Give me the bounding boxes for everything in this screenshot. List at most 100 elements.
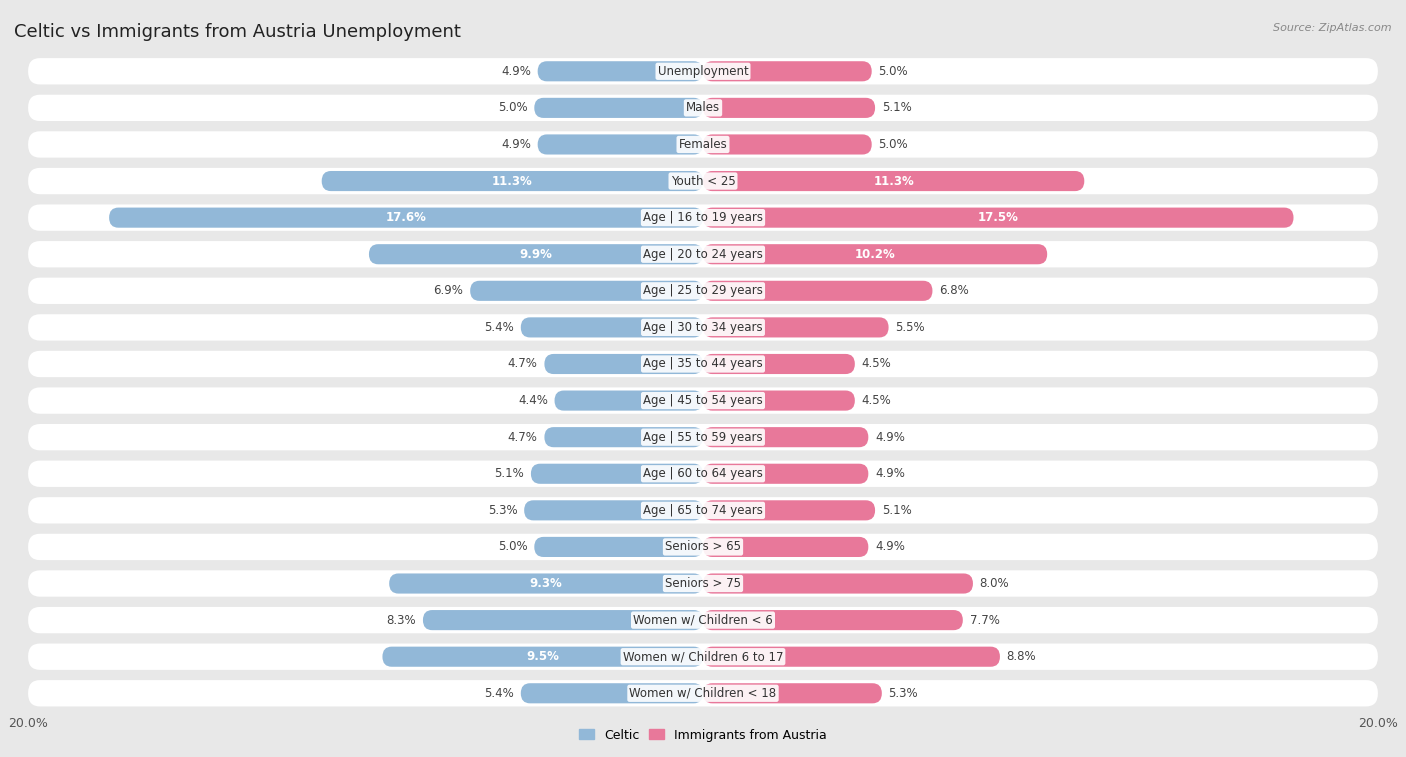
Text: 5.1%: 5.1% <box>882 101 911 114</box>
Text: 5.1%: 5.1% <box>882 504 911 517</box>
Text: Unemployment: Unemployment <box>658 65 748 78</box>
FancyBboxPatch shape <box>110 207 703 228</box>
FancyBboxPatch shape <box>544 427 703 447</box>
FancyBboxPatch shape <box>368 245 703 264</box>
FancyBboxPatch shape <box>28 570 1378 597</box>
Text: 5.0%: 5.0% <box>498 540 527 553</box>
Text: 4.7%: 4.7% <box>508 431 537 444</box>
Text: 4.9%: 4.9% <box>501 65 531 78</box>
FancyBboxPatch shape <box>534 98 703 118</box>
Text: Females: Females <box>679 138 727 151</box>
Text: 8.0%: 8.0% <box>980 577 1010 590</box>
Text: Women w/ Children < 18: Women w/ Children < 18 <box>630 687 776 699</box>
FancyBboxPatch shape <box>544 354 703 374</box>
Text: 6.9%: 6.9% <box>433 285 464 298</box>
Text: 5.0%: 5.0% <box>498 101 527 114</box>
FancyBboxPatch shape <box>28 314 1378 341</box>
Text: 5.0%: 5.0% <box>879 65 908 78</box>
FancyBboxPatch shape <box>389 574 703 593</box>
FancyBboxPatch shape <box>703 135 872 154</box>
Text: 17.5%: 17.5% <box>977 211 1019 224</box>
FancyBboxPatch shape <box>28 58 1378 85</box>
Text: 4.9%: 4.9% <box>501 138 531 151</box>
Text: 9.5%: 9.5% <box>526 650 560 663</box>
Text: 9.9%: 9.9% <box>520 248 553 260</box>
FancyBboxPatch shape <box>28 131 1378 157</box>
Text: 11.3%: 11.3% <box>873 175 914 188</box>
FancyBboxPatch shape <box>28 424 1378 450</box>
FancyBboxPatch shape <box>703 464 869 484</box>
Legend: Celtic, Immigrants from Austria: Celtic, Immigrants from Austria <box>579 728 827 742</box>
FancyBboxPatch shape <box>28 680 1378 706</box>
Text: Youth < 25: Youth < 25 <box>671 175 735 188</box>
FancyBboxPatch shape <box>28 204 1378 231</box>
FancyBboxPatch shape <box>28 388 1378 414</box>
Text: 9.3%: 9.3% <box>530 577 562 590</box>
Text: 5.5%: 5.5% <box>896 321 925 334</box>
FancyBboxPatch shape <box>703 684 882 703</box>
FancyBboxPatch shape <box>703 207 1294 228</box>
FancyBboxPatch shape <box>703 500 875 520</box>
FancyBboxPatch shape <box>703 317 889 338</box>
Text: Women w/ Children 6 to 17: Women w/ Children 6 to 17 <box>623 650 783 663</box>
FancyBboxPatch shape <box>554 391 703 410</box>
Text: Seniors > 75: Seniors > 75 <box>665 577 741 590</box>
FancyBboxPatch shape <box>703 427 869 447</box>
FancyBboxPatch shape <box>28 607 1378 634</box>
FancyBboxPatch shape <box>537 61 703 81</box>
Text: Age | 35 to 44 years: Age | 35 to 44 years <box>643 357 763 370</box>
FancyBboxPatch shape <box>28 350 1378 377</box>
FancyBboxPatch shape <box>703 245 1047 264</box>
FancyBboxPatch shape <box>28 534 1378 560</box>
Text: 4.7%: 4.7% <box>508 357 537 370</box>
Text: Age | 45 to 54 years: Age | 45 to 54 years <box>643 394 763 407</box>
FancyBboxPatch shape <box>703 171 1084 191</box>
Text: 7.7%: 7.7% <box>970 614 1000 627</box>
FancyBboxPatch shape <box>28 278 1378 304</box>
Text: Males: Males <box>686 101 720 114</box>
Text: 5.1%: 5.1% <box>495 467 524 480</box>
Text: Women w/ Children < 6: Women w/ Children < 6 <box>633 614 773 627</box>
FancyBboxPatch shape <box>520 684 703 703</box>
FancyBboxPatch shape <box>28 95 1378 121</box>
Text: Celtic vs Immigrants from Austria Unemployment: Celtic vs Immigrants from Austria Unempl… <box>14 23 461 41</box>
FancyBboxPatch shape <box>28 643 1378 670</box>
Text: Age | 25 to 29 years: Age | 25 to 29 years <box>643 285 763 298</box>
Text: Age | 55 to 59 years: Age | 55 to 59 years <box>643 431 763 444</box>
FancyBboxPatch shape <box>534 537 703 557</box>
FancyBboxPatch shape <box>322 171 703 191</box>
Text: Age | 65 to 74 years: Age | 65 to 74 years <box>643 504 763 517</box>
Text: 17.6%: 17.6% <box>385 211 426 224</box>
Text: Age | 30 to 34 years: Age | 30 to 34 years <box>643 321 763 334</box>
Text: 11.3%: 11.3% <box>492 175 533 188</box>
FancyBboxPatch shape <box>703 281 932 301</box>
Text: 4.9%: 4.9% <box>875 431 905 444</box>
FancyBboxPatch shape <box>703 98 875 118</box>
Text: 5.4%: 5.4% <box>484 321 515 334</box>
FancyBboxPatch shape <box>28 241 1378 267</box>
FancyBboxPatch shape <box>382 646 703 667</box>
Text: Age | 60 to 64 years: Age | 60 to 64 years <box>643 467 763 480</box>
FancyBboxPatch shape <box>703 391 855 410</box>
Text: 10.2%: 10.2% <box>855 248 896 260</box>
Text: 4.4%: 4.4% <box>517 394 548 407</box>
Text: Age | 16 to 19 years: Age | 16 to 19 years <box>643 211 763 224</box>
FancyBboxPatch shape <box>28 497 1378 524</box>
Text: 8.3%: 8.3% <box>387 614 416 627</box>
Text: Source: ZipAtlas.com: Source: ZipAtlas.com <box>1274 23 1392 33</box>
Text: 4.9%: 4.9% <box>875 467 905 480</box>
FancyBboxPatch shape <box>28 460 1378 487</box>
Text: 5.0%: 5.0% <box>879 138 908 151</box>
Text: Age | 20 to 24 years: Age | 20 to 24 years <box>643 248 763 260</box>
FancyBboxPatch shape <box>703 646 1000 667</box>
FancyBboxPatch shape <box>524 500 703 520</box>
FancyBboxPatch shape <box>703 61 872 81</box>
FancyBboxPatch shape <box>28 168 1378 195</box>
FancyBboxPatch shape <box>531 464 703 484</box>
Text: Seniors > 65: Seniors > 65 <box>665 540 741 553</box>
Text: 5.3%: 5.3% <box>889 687 918 699</box>
FancyBboxPatch shape <box>703 354 855 374</box>
FancyBboxPatch shape <box>470 281 703 301</box>
Text: 6.8%: 6.8% <box>939 285 969 298</box>
Text: 4.5%: 4.5% <box>862 357 891 370</box>
